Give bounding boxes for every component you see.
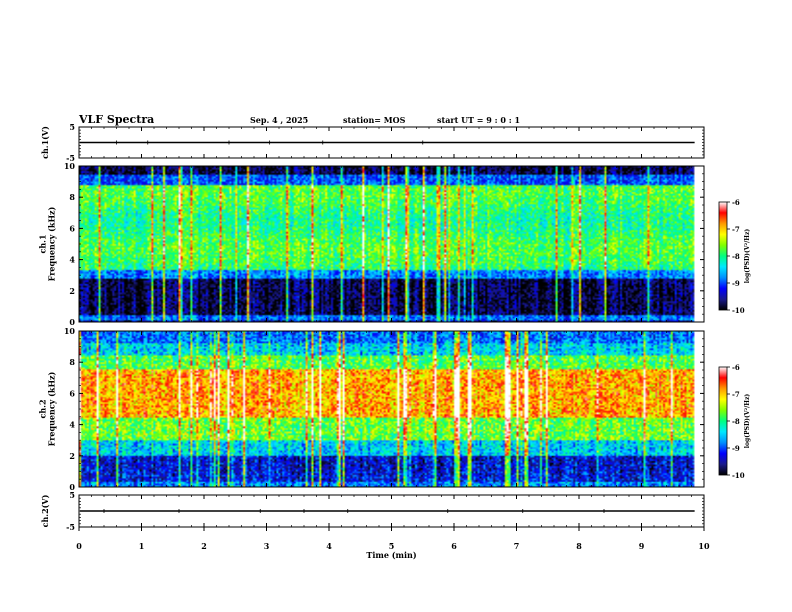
x-tick-label: 5 [389, 541, 395, 551]
figure-title: VLF Spectra [79, 113, 155, 126]
ch2-spectrogram-colorbar-tick-label: -7 [732, 390, 740, 399]
ch2-waveform-ytick-label: -5 [66, 522, 75, 532]
ch2-spectrogram-ytick-label: 2 [69, 451, 75, 461]
ch1-spectrogram-ytick-label: 10 [64, 161, 76, 171]
ch1-waveform-ylabel: ch.1(V) [40, 126, 50, 159]
ch2-spectrogram-colorbar [718, 366, 728, 476]
ch2-spectrogram-image [79, 331, 704, 487]
station-label: station= MOS [343, 115, 406, 125]
ch1-spectrogram-ytick-label: 6 [69, 223, 75, 233]
ch1-spectrogram-image [79, 166, 704, 322]
x-axis-label: Time (min) [366, 550, 416, 560]
start-time-label: start UT = 9 : 0 : 1 [437, 115, 521, 125]
ch1-spectrogram-colorbar-tick-label: -6 [732, 198, 740, 207]
ch1-spectrogram-colorbar [718, 201, 728, 311]
ch1-spectrogram-ylabel: ch.1Frequency (kHz) [38, 206, 57, 281]
ch1-spectrogram-ytick-label: 8 [69, 192, 75, 202]
ch1-spectrogram-ytick-label: 4 [69, 255, 75, 265]
date-label: Sep. 4 , 2025 [250, 115, 309, 125]
ch2-spectrogram-ytick-label: 6 [69, 388, 75, 398]
x-tick-label: 10 [698, 541, 710, 551]
ch2-spectrogram-ytick-label: 4 [69, 420, 75, 430]
ch2-spectrogram-ylabel: ch.2Frequency (kHz) [38, 371, 57, 446]
x-tick-label: 0 [76, 541, 82, 551]
ch2-spectrogram-colorbar-label: log(PSD)(V²/Hz) [744, 394, 751, 449]
ch1-spectrogram-ytick-label: 0 [69, 317, 75, 327]
ch2-waveform-ylabel: ch.2(V) [40, 494, 50, 527]
x-tick-label: 4 [326, 541, 332, 551]
x-tick-label: 7 [514, 541, 520, 551]
x-tick-label: 3 [264, 541, 270, 551]
ch2-spectrogram-colorbar-tick-label: -8 [732, 417, 740, 426]
ch2-waveform-ytick-label: 5 [69, 490, 75, 500]
ch2-spectrogram-colorbar-tick-label: -9 [732, 444, 740, 453]
ch2-spectrogram-colorbar-tick-label: -10 [732, 471, 745, 480]
ch1-spectrogram-colorbar-tick-label: -9 [732, 279, 740, 288]
ch1-spectrogram-ytick-label: 2 [69, 286, 75, 296]
ch1-waveform-ytick-label: 5 [69, 122, 75, 132]
x-tick-label: 2 [201, 541, 207, 551]
ch1-spectrogram-colorbar-tick-label: -7 [732, 225, 740, 234]
x-tick-label: 6 [451, 541, 457, 551]
x-tick-label: 1 [139, 541, 145, 551]
ch1-spectrogram-colorbar-tick-label: -8 [732, 252, 740, 261]
ch2-spectrogram-ytick-label: 0 [69, 482, 75, 492]
ch2-spectrogram-colorbar-tick-label: -6 [732, 363, 740, 372]
ch2-spectrogram-ytick-label: 10 [64, 326, 76, 336]
ch1-spectrogram-colorbar-label: log(PSD)(V²/Hz) [744, 229, 751, 284]
x-tick-label: 8 [576, 541, 582, 551]
ch1-waveform-ytick-label: -5 [66, 153, 75, 163]
ch1-spectrogram-colorbar-tick-label: -10 [732, 306, 745, 315]
x-tick-label: 9 [639, 541, 645, 551]
ch2-spectrogram-ytick-label: 8 [69, 357, 75, 367]
